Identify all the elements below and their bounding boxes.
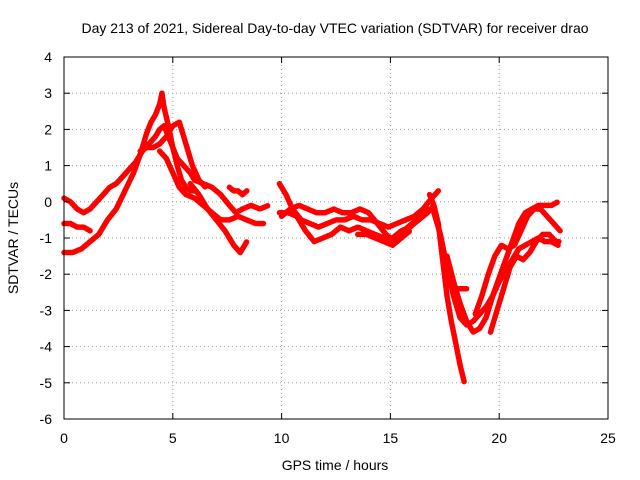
grid-lines [64,57,608,419]
y-tick-label: 0 [44,194,52,210]
series-track-9 [276,180,442,230]
x-tick-label: 5 [169,430,177,446]
x-tick-labels: 0 5 10 15 20 25 [60,430,616,446]
data-series-layer [61,90,563,386]
y-tick-label: -2 [40,266,53,282]
series-track-8 [226,184,250,198]
series-track-6 [187,180,250,256]
x-tick-label: 15 [383,430,399,446]
x-tick-label: 0 [60,430,68,446]
series-track-1 [61,123,198,216]
series-track-15 [444,199,561,335]
x-tick-label: 25 [600,430,616,446]
y-tick-label: -3 [40,302,53,318]
y-tick-label: 1 [44,158,52,174]
series-track-4 [137,119,209,191]
y-tick-label: -1 [40,230,53,246]
y-tick-label: 4 [44,49,52,65]
series-track-2 [61,220,93,234]
series-track-16 [472,206,563,317]
x-axis-label: GPS time / hours [282,457,389,473]
y-tick-label: -6 [40,411,53,427]
y-tick-label: 3 [44,85,52,101]
y-tick-label: -4 [40,339,53,355]
chart-title: Day 213 of 2021, Sidereal Day-to-day VTE… [81,20,588,36]
series-track-12 [355,228,413,248]
series-track-18 [446,282,470,292]
x-tick-label: 10 [274,430,290,446]
y-tick-label: 2 [44,121,52,137]
series-track-17 [487,231,563,335]
y-tick-label: -5 [40,375,53,391]
axis-ticks [63,56,609,420]
x-tick-label: 20 [491,430,507,446]
y-tick-labels: -6 -5 -4 -3 -2 -1 0 1 2 3 4 [40,49,53,427]
series-track-7 [191,177,272,216]
series-track-3 [61,90,198,256]
y-axis-label: SDTVAR / TECUs [5,182,21,294]
series-track-11 [278,202,433,245]
